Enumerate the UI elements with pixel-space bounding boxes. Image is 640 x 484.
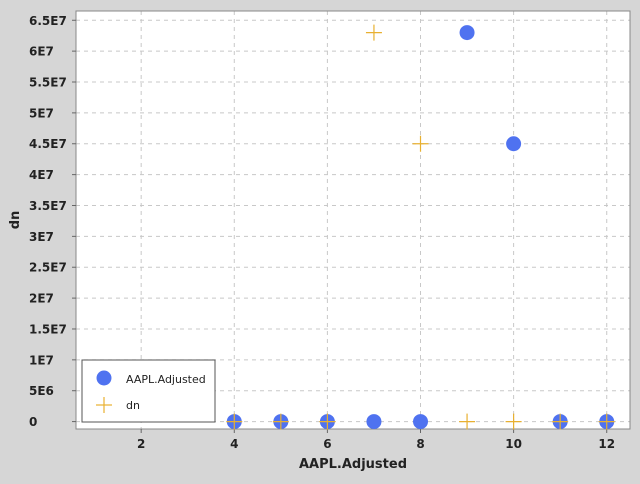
point-dn (552, 413, 569, 430)
y-axis-title: dn (8, 211, 23, 230)
x-tick-label: 4 (230, 437, 238, 451)
y-tick-label: 4.5E7 (29, 137, 67, 151)
y-tick-label: 0 (29, 415, 37, 429)
point-aapl-adjusted (459, 25, 475, 41)
legend-label-aapl-adjusted: AAPL.Adjusted (126, 373, 206, 386)
y-tick-label: 2E7 (29, 292, 54, 306)
y-tick-label: 3E7 (29, 230, 54, 244)
y-tick-label: 6.5E7 (29, 14, 67, 28)
point-dn (226, 413, 243, 430)
point-dn (272, 413, 289, 430)
y-tick-label: 1.5E7 (29, 322, 67, 336)
point-dn (319, 413, 336, 430)
x-tick-label: 10 (505, 437, 522, 451)
x-tick-label: 6 (323, 437, 331, 451)
point-aapl-adjusted (506, 136, 522, 152)
grid-lines (76, 11, 630, 429)
y-tick-label: 1E7 (29, 353, 54, 367)
y-tick-label: 4E7 (29, 168, 54, 182)
x-axis-ticks: 2 4 6 8 10 12 (137, 429, 615, 451)
legend: AAPL.Adjusted dn (81, 359, 216, 423)
plot-area (76, 11, 630, 429)
y-tick-label: 5E6 (29, 384, 54, 398)
plot-border (75, 10, 631, 430)
legend-box (81, 359, 216, 423)
x-axis-title: AAPL.Adjusted (299, 457, 407, 472)
point-dn (598, 413, 615, 430)
x-tick-label: 2 (137, 437, 145, 451)
y-tick-label: 6E7 (29, 45, 54, 59)
y-axis-ticks: 0 5E6 1E7 1.5E7 2E7 2.5E7 3E7 3.5E7 4E7 4.5E7 5E7 5… (29, 14, 76, 429)
point-dn (459, 413, 476, 430)
legend-marker-dn (96, 397, 112, 413)
point-dn (505, 413, 522, 430)
y-tick-label: 5E7 (29, 106, 54, 120)
x-tick-label: 8 (416, 437, 424, 451)
y-tick-label: 5.5E7 (29, 76, 67, 90)
legend-marker-aapl-adjusted (96, 370, 112, 386)
point-aapl-adjusted (366, 414, 382, 430)
x-tick-label: 12 (598, 437, 615, 451)
point-aapl-adjusted (413, 414, 429, 430)
point-dn (365, 24, 382, 41)
legend-label-dn: dn (126, 399, 140, 412)
data-marks (226, 24, 615, 430)
y-tick-label: 3.5E7 (29, 199, 67, 213)
y-tick-label: 2.5E7 (29, 261, 67, 275)
point-dn (412, 135, 429, 152)
